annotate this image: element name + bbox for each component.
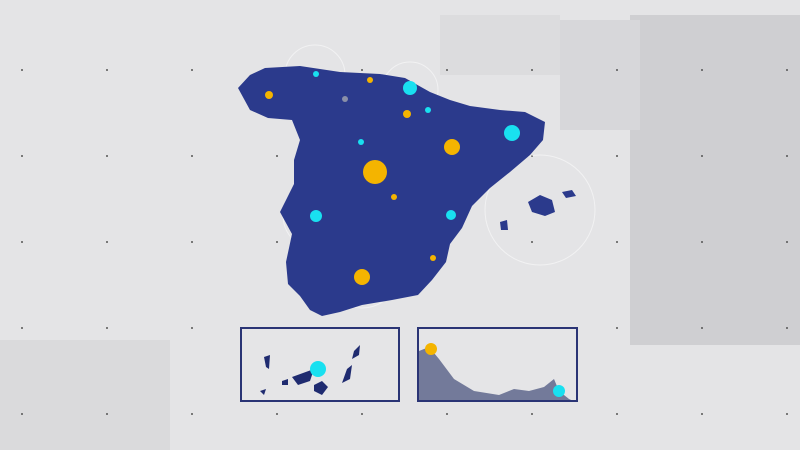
data-dot xyxy=(430,255,436,261)
grid-dot xyxy=(361,69,363,71)
data-dot xyxy=(265,91,273,99)
canary-islands xyxy=(260,345,360,395)
canary-islands-inset xyxy=(240,327,400,402)
grid-dot xyxy=(616,155,618,157)
grid-dot xyxy=(106,413,108,415)
strait-map xyxy=(419,343,572,400)
data-dot xyxy=(446,210,456,220)
grid-dot xyxy=(701,327,703,329)
grid-dot xyxy=(106,69,108,71)
grid-dot xyxy=(786,241,788,243)
data-dot xyxy=(391,194,397,200)
background-panel-right xyxy=(630,15,800,345)
data-dot xyxy=(310,361,326,377)
data-dot xyxy=(553,385,565,397)
grid-dot xyxy=(361,413,363,415)
grid-dot xyxy=(21,155,23,157)
data-dot xyxy=(367,77,373,83)
grid-dot xyxy=(531,69,533,71)
data-dot xyxy=(313,71,319,77)
data-dot xyxy=(444,139,460,155)
grid-dot xyxy=(21,241,23,243)
grid-dot xyxy=(446,69,448,71)
grid-dot xyxy=(21,327,23,329)
background-panel-top xyxy=(440,15,560,75)
background-panel-left xyxy=(0,340,170,450)
grid-dot xyxy=(276,413,278,415)
data-dot xyxy=(363,160,387,184)
data-dot xyxy=(342,96,348,102)
grid-dot xyxy=(531,413,533,415)
grid-dot xyxy=(106,241,108,243)
north-africa-coast xyxy=(419,347,572,400)
grid-dot xyxy=(786,155,788,157)
grid-dot xyxy=(616,413,618,415)
grid-dot xyxy=(446,413,448,415)
grid-dot xyxy=(191,327,193,329)
data-dot xyxy=(403,110,411,118)
grid-dot xyxy=(21,413,23,415)
grid-dot xyxy=(786,327,788,329)
data-dot xyxy=(425,343,437,355)
data-dot xyxy=(403,81,417,95)
data-dot xyxy=(310,210,322,222)
grid-dot xyxy=(276,155,278,157)
background-panel-right-mid xyxy=(560,20,640,130)
range-circle xyxy=(484,154,596,266)
mainland-spain xyxy=(238,66,545,316)
grid-dot xyxy=(276,241,278,243)
grid-dot xyxy=(191,155,193,157)
grid-dot xyxy=(21,69,23,71)
grid-dot xyxy=(701,69,703,71)
data-dot xyxy=(504,125,520,141)
grid-dot xyxy=(616,241,618,243)
grid-dot xyxy=(531,241,533,243)
grid-dot xyxy=(786,69,788,71)
data-dot xyxy=(358,139,364,145)
grid-dot xyxy=(106,155,108,157)
grid-dot xyxy=(191,69,193,71)
grid-dot xyxy=(786,413,788,415)
data-dot xyxy=(354,269,370,285)
grid-dot xyxy=(106,327,108,329)
grid-dot xyxy=(191,241,193,243)
data-dot xyxy=(425,107,431,113)
balearic-islands xyxy=(500,190,576,230)
ceuta-melilla-inset xyxy=(417,327,578,402)
grid-dot xyxy=(701,155,703,157)
grid-dot xyxy=(701,413,703,415)
canary-islands-map xyxy=(260,345,360,395)
grid-dot xyxy=(191,413,193,415)
grid-dot xyxy=(701,241,703,243)
grid-dot xyxy=(616,327,618,329)
grid-dot xyxy=(616,69,618,71)
